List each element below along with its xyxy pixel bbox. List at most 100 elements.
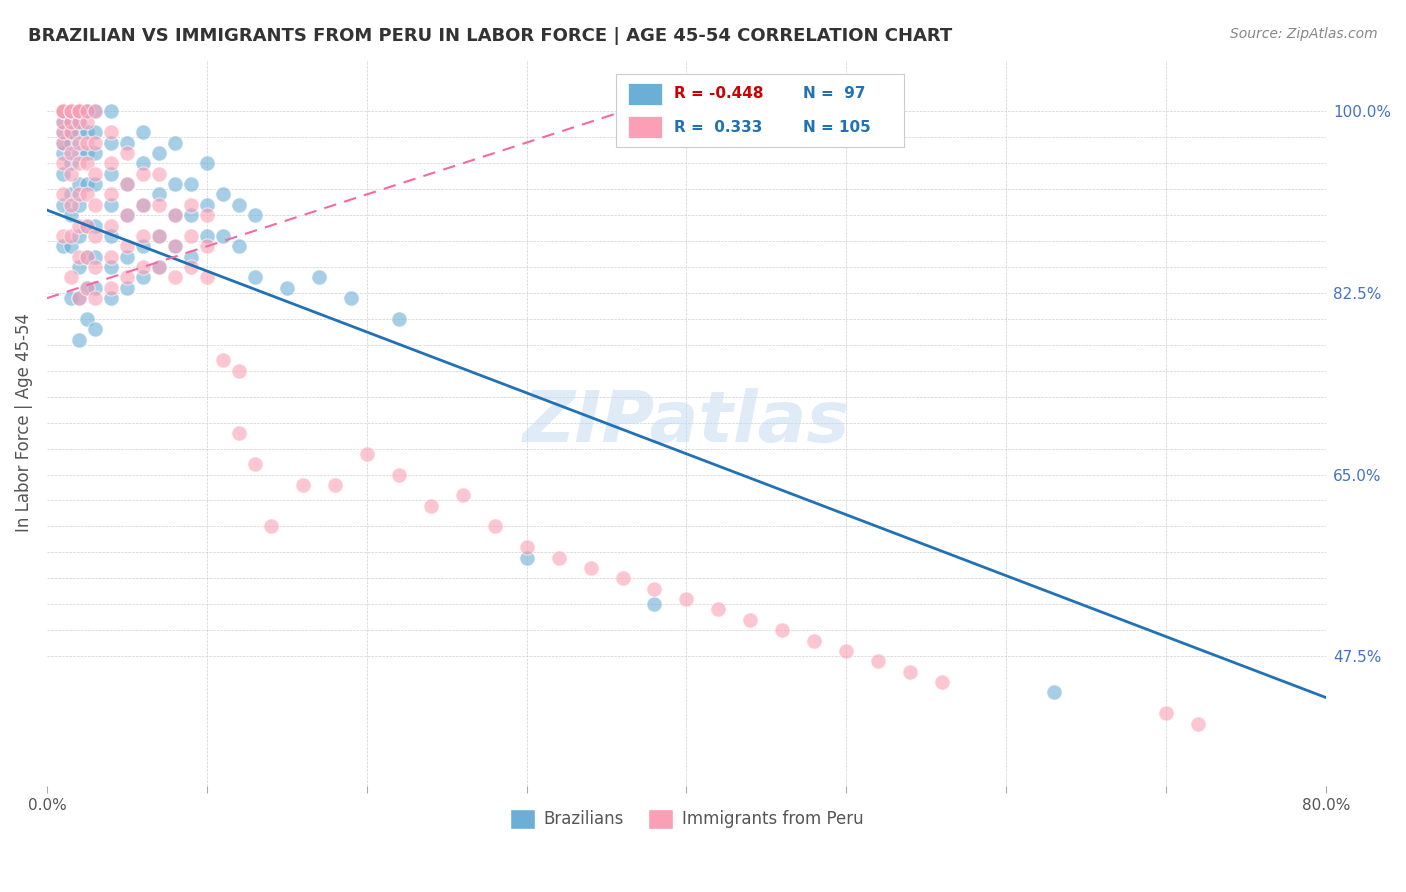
Point — [132, 125, 155, 139]
Point — [228, 426, 250, 441]
Point — [868, 654, 890, 668]
Point — [76, 250, 98, 264]
Point — [52, 187, 75, 202]
Point — [132, 198, 155, 212]
Point — [115, 177, 138, 191]
Point — [163, 208, 186, 222]
Point — [148, 260, 170, 274]
Point — [644, 597, 666, 611]
Point — [52, 115, 75, 129]
Point — [115, 177, 138, 191]
Point — [770, 623, 793, 637]
Point — [276, 281, 298, 295]
Point — [148, 260, 170, 274]
Point — [195, 239, 218, 253]
Point — [83, 322, 105, 336]
Point — [547, 550, 569, 565]
Point — [59, 167, 82, 181]
Point — [83, 104, 105, 119]
Point — [115, 145, 138, 160]
Point — [180, 229, 202, 244]
Point — [148, 229, 170, 244]
Point — [59, 145, 82, 160]
Point — [707, 602, 730, 616]
Point — [52, 198, 75, 212]
Point — [180, 260, 202, 274]
Point — [100, 198, 122, 212]
Point — [195, 208, 218, 222]
Point — [52, 104, 75, 119]
Y-axis label: In Labor Force | Age 45-54: In Labor Force | Age 45-54 — [15, 313, 32, 533]
Point — [52, 125, 75, 139]
Point — [59, 104, 82, 119]
Point — [83, 229, 105, 244]
Point — [243, 208, 266, 222]
Point — [83, 177, 105, 191]
Point — [76, 145, 98, 160]
Point — [59, 270, 82, 285]
Point — [115, 239, 138, 253]
Point — [115, 281, 138, 295]
Point — [67, 104, 90, 119]
Point — [67, 136, 90, 150]
Point — [83, 125, 105, 139]
Point — [67, 291, 90, 305]
Point — [52, 104, 75, 119]
Point — [163, 270, 186, 285]
Point — [100, 250, 122, 264]
Point — [308, 270, 330, 285]
Point — [76, 219, 98, 233]
Point — [83, 260, 105, 274]
Point — [1187, 716, 1209, 731]
Point — [52, 229, 75, 244]
Point — [803, 633, 825, 648]
Point — [211, 187, 233, 202]
Point — [83, 145, 105, 160]
Point — [67, 198, 90, 212]
Point — [100, 187, 122, 202]
Point — [228, 239, 250, 253]
Point — [163, 208, 186, 222]
Point — [76, 177, 98, 191]
Point — [100, 219, 122, 233]
Point — [83, 104, 105, 119]
Point — [323, 478, 346, 492]
Point — [83, 198, 105, 212]
Point — [59, 198, 82, 212]
Point — [132, 239, 155, 253]
Point — [52, 136, 75, 150]
Point — [148, 229, 170, 244]
Point — [52, 136, 75, 150]
Point — [83, 136, 105, 150]
Point — [59, 125, 82, 139]
Point — [148, 187, 170, 202]
Point — [388, 312, 411, 326]
Point — [211, 353, 233, 368]
Point — [76, 187, 98, 202]
Point — [180, 250, 202, 264]
Point — [59, 104, 82, 119]
Point — [76, 156, 98, 170]
Point — [115, 208, 138, 222]
Point — [100, 104, 122, 119]
Text: BRAZILIAN VS IMMIGRANTS FROM PERU IN LABOR FORCE | AGE 45-54 CORRELATION CHART: BRAZILIAN VS IMMIGRANTS FROM PERU IN LAB… — [28, 27, 952, 45]
Point — [59, 136, 82, 150]
Point — [100, 281, 122, 295]
Point — [339, 291, 361, 305]
Point — [59, 115, 82, 129]
Point — [195, 270, 218, 285]
Point — [52, 145, 75, 160]
Point — [52, 239, 75, 253]
Point — [163, 177, 186, 191]
Point — [211, 229, 233, 244]
Point — [100, 260, 122, 274]
Point — [132, 198, 155, 212]
Point — [67, 104, 90, 119]
Text: ZIPatlas: ZIPatlas — [523, 388, 851, 458]
Point — [931, 675, 953, 690]
Point — [83, 167, 105, 181]
Point — [484, 519, 506, 533]
Point — [59, 104, 82, 119]
Point — [67, 291, 90, 305]
Point — [835, 644, 858, 658]
